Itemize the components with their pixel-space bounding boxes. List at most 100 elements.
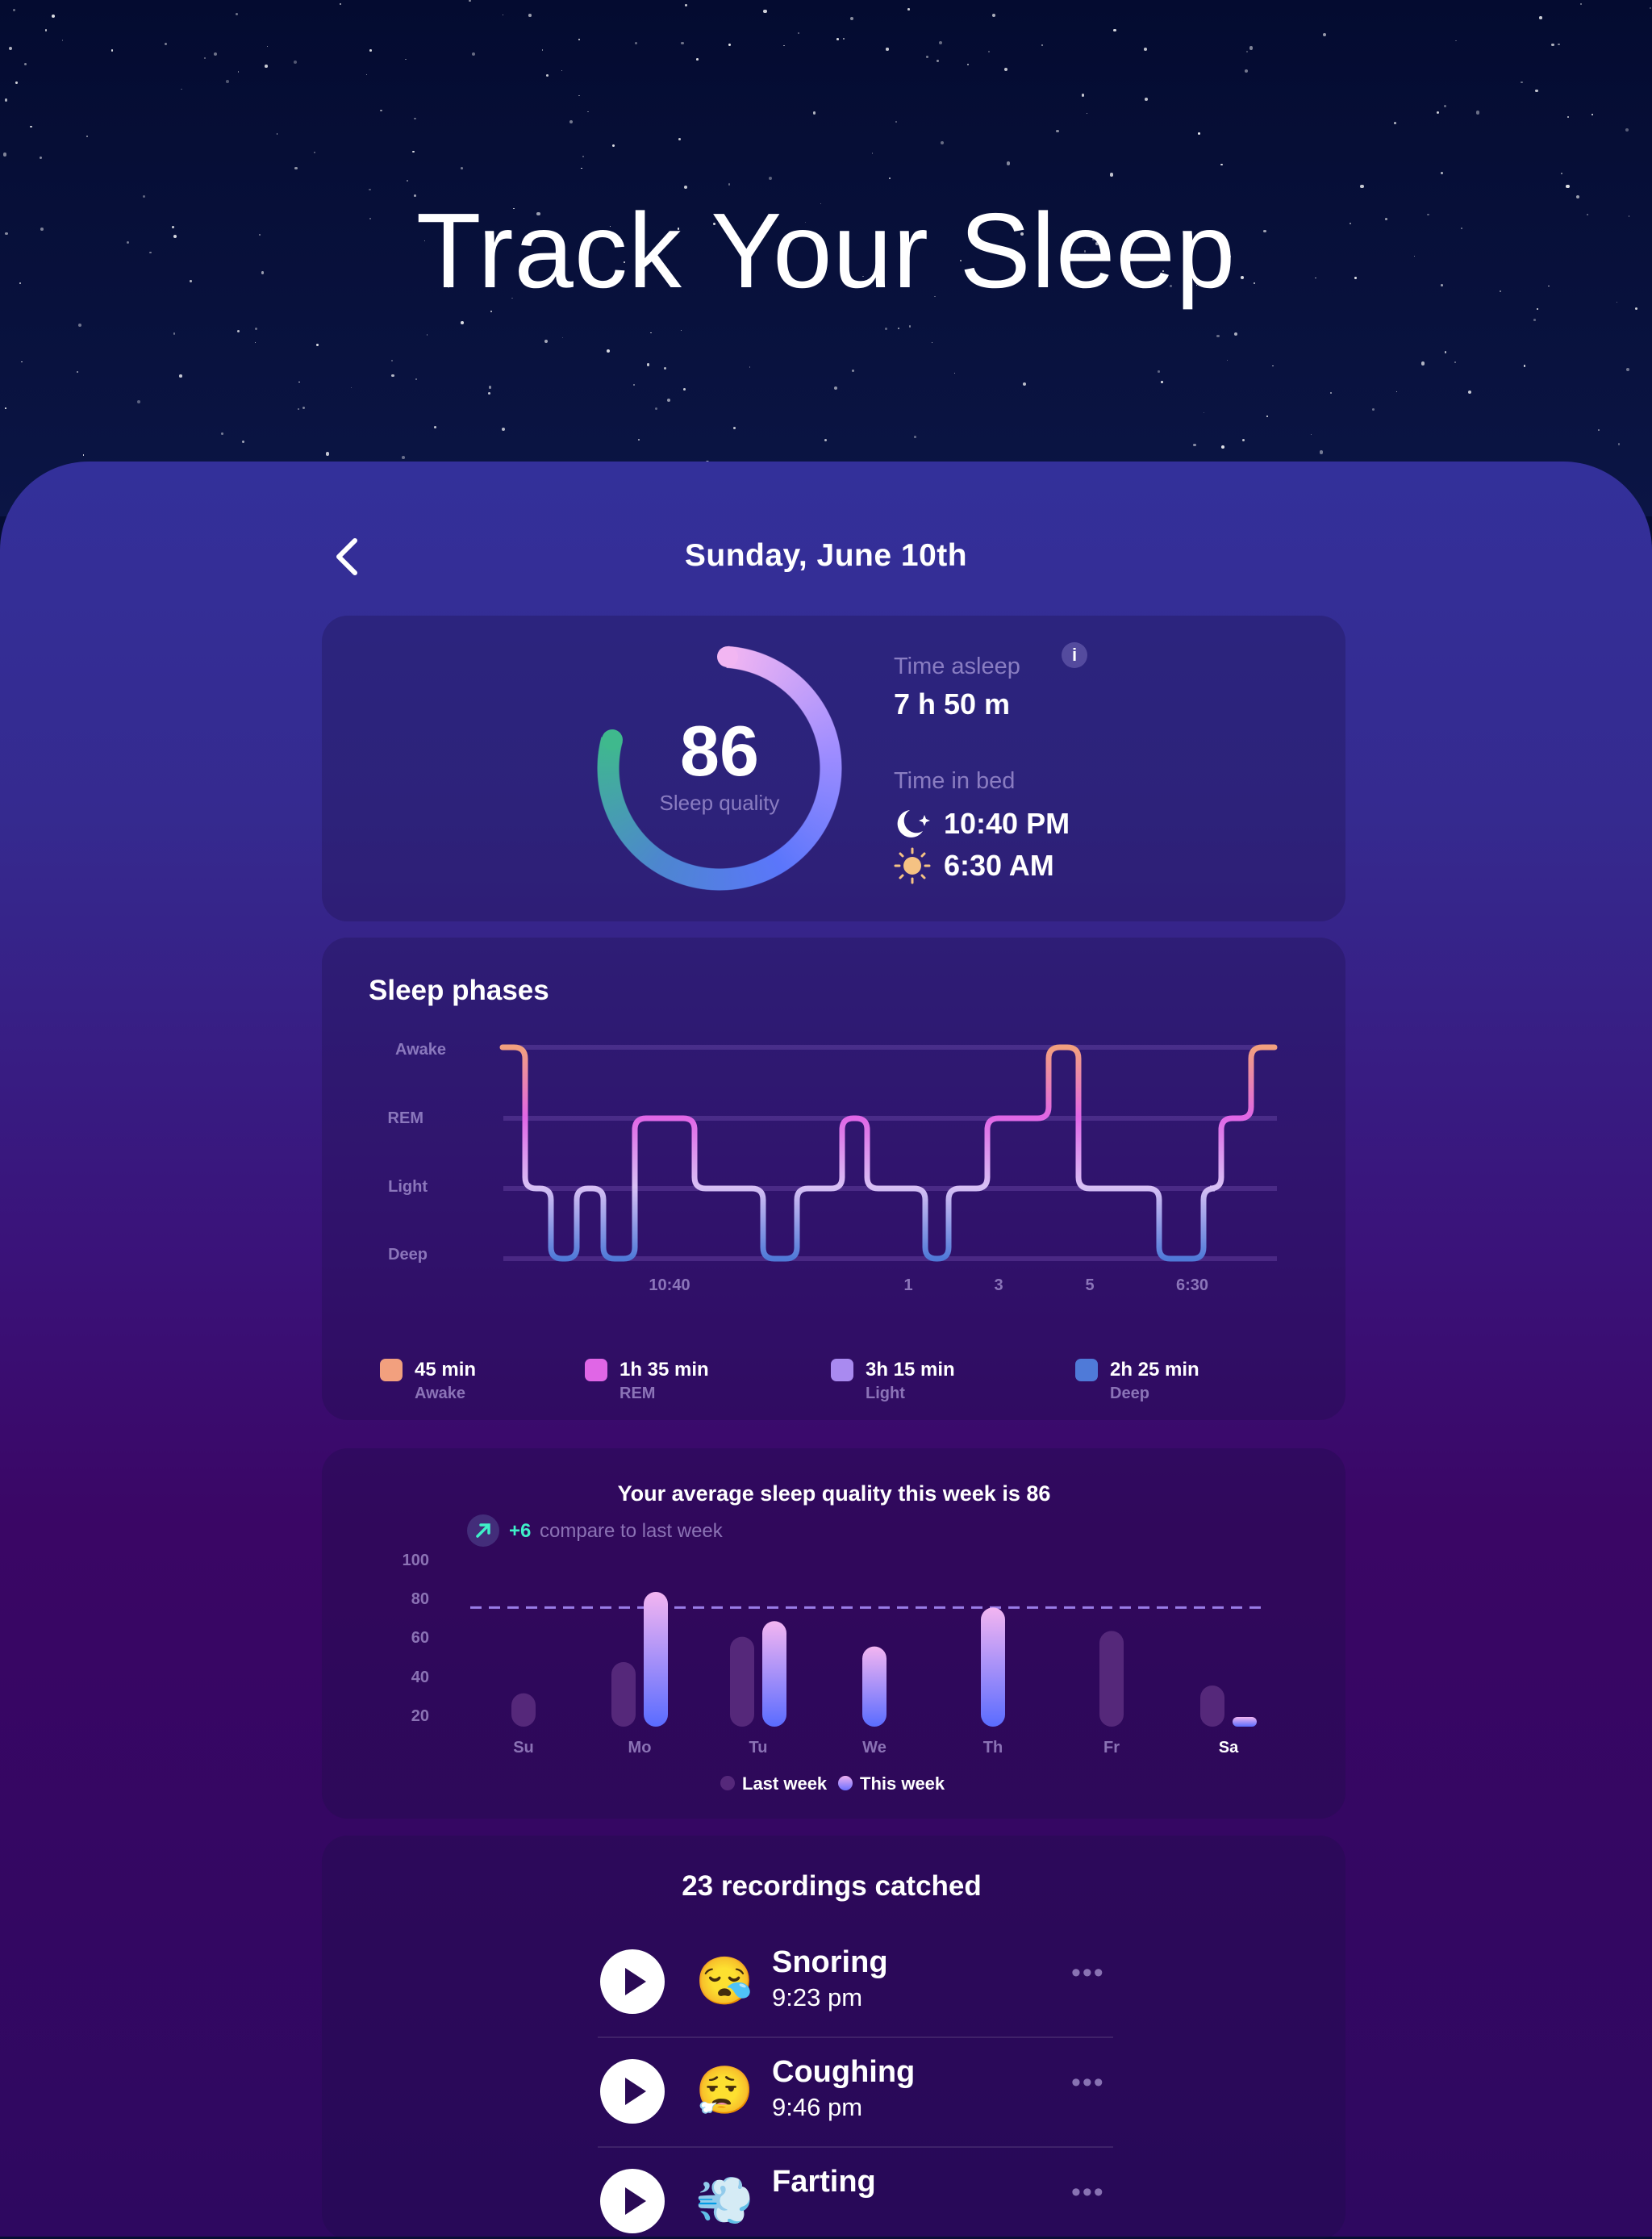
play-button[interactable] bbox=[600, 1949, 665, 2014]
star bbox=[681, 329, 682, 331]
ring-cap bbox=[716, 646, 738, 668]
star bbox=[1310, 433, 1312, 436]
star bbox=[871, 152, 874, 154]
star bbox=[834, 386, 838, 391]
legend-swatch-rem bbox=[585, 1359, 607, 1381]
legend-value-deep: 2h 25 min bbox=[1110, 1359, 1199, 1381]
star bbox=[220, 432, 223, 435]
x-tick-sa: Sa bbox=[1218, 1739, 1239, 1757]
star bbox=[939, 41, 943, 45]
star bbox=[471, 52, 476, 56]
recording-time: 9:23 pm bbox=[772, 1983, 863, 2011]
recording-emoji-icon: 😮‍💨 bbox=[695, 2065, 754, 2117]
star bbox=[126, 241, 130, 244]
chevron-left-icon[interactable] bbox=[331, 534, 363, 579]
star bbox=[1263, 229, 1266, 233]
star bbox=[213, 52, 217, 56]
y-label-deep: Deep bbox=[388, 1246, 428, 1264]
star bbox=[1592, 114, 1593, 115]
star bbox=[1023, 263, 1025, 265]
star bbox=[680, 41, 684, 45]
wake-time-value: 6:30 AM bbox=[944, 849, 1054, 882]
star bbox=[391, 374, 394, 378]
bar-last-week-Sa bbox=[1200, 1685, 1224, 1727]
star bbox=[1393, 122, 1396, 125]
time-asleep-label: Time asleep bbox=[894, 654, 1020, 679]
star bbox=[447, 286, 450, 288]
star bbox=[960, 260, 962, 261]
star bbox=[235, 12, 239, 16]
sleep-quality-ring bbox=[597, 645, 842, 891]
star bbox=[1319, 450, 1324, 454]
more-options-icon[interactable]: ••• bbox=[1071, 2177, 1105, 2208]
star bbox=[1551, 43, 1554, 46]
star bbox=[190, 280, 192, 282]
star bbox=[405, 59, 407, 61]
star bbox=[650, 332, 652, 334]
star bbox=[545, 74, 549, 77]
x-tick-tu: Tu bbox=[749, 1739, 768, 1757]
star bbox=[544, 339, 549, 343]
star bbox=[1575, 195, 1579, 199]
bar-this-week-Sa bbox=[1233, 1717, 1257, 1727]
more-options-icon[interactable]: ••• bbox=[1071, 2067, 1105, 2098]
star bbox=[86, 135, 89, 138]
star bbox=[298, 408, 300, 411]
star bbox=[12, 8, 16, 12]
star bbox=[461, 167, 464, 169]
weekly-title: Your average sleep quality this week is … bbox=[617, 1481, 1051, 1506]
star bbox=[369, 48, 372, 52]
star bbox=[536, 211, 540, 216]
play-button[interactable] bbox=[600, 2059, 665, 2124]
star bbox=[1625, 127, 1629, 132]
star bbox=[569, 119, 573, 123]
star bbox=[581, 168, 582, 169]
star bbox=[379, 109, 382, 112]
star bbox=[638, 438, 640, 441]
y-label-rem: REM bbox=[387, 1109, 423, 1127]
star bbox=[1006, 161, 1010, 165]
legend-label-awake: Awake bbox=[415, 1385, 466, 1402]
row-divider bbox=[598, 2036, 1113, 2038]
star bbox=[582, 155, 585, 157]
info-icon[interactable]: i bbox=[1062, 642, 1087, 668]
hero-title: Track Your Sleep bbox=[415, 191, 1237, 310]
bar-this-week-We bbox=[862, 1646, 886, 1727]
star bbox=[241, 440, 245, 444]
star bbox=[5, 232, 8, 236]
star bbox=[1113, 28, 1116, 32]
more-options-icon[interactable]: ••• bbox=[1071, 1957, 1105, 1988]
star bbox=[1395, 391, 1398, 393]
star bbox=[1003, 67, 1007, 71]
recording-name: Coughing bbox=[772, 2055, 916, 2089]
star bbox=[414, 194, 416, 197]
star bbox=[111, 49, 114, 52]
star bbox=[749, 366, 751, 368]
bar-this-week-Th bbox=[981, 1607, 1005, 1727]
star bbox=[258, 233, 261, 236]
star bbox=[82, 454, 85, 457]
star bbox=[1249, 46, 1253, 50]
star bbox=[1221, 445, 1225, 449]
star bbox=[265, 65, 268, 68]
play-button[interactable] bbox=[600, 2169, 665, 2233]
star bbox=[1220, 163, 1223, 166]
star bbox=[561, 336, 563, 338]
star bbox=[142, 195, 146, 198]
star bbox=[225, 79, 229, 83]
star bbox=[895, 120, 897, 123]
recording-name: Farting bbox=[772, 2165, 876, 2199]
star bbox=[1330, 391, 1333, 394]
sleep-phases-card bbox=[322, 938, 1345, 1420]
star bbox=[254, 328, 257, 331]
star bbox=[1635, 307, 1638, 310]
star bbox=[1579, 3, 1582, 6]
star bbox=[51, 15, 55, 19]
star bbox=[884, 328, 887, 330]
star bbox=[164, 42, 167, 46]
x-tick-we: We bbox=[862, 1739, 886, 1757]
bar-last-week-Tu bbox=[730, 1636, 754, 1727]
bar-this-week-Mo bbox=[644, 1592, 668, 1727]
star bbox=[261, 271, 264, 274]
weekly-quality-card bbox=[322, 1448, 1345, 1819]
